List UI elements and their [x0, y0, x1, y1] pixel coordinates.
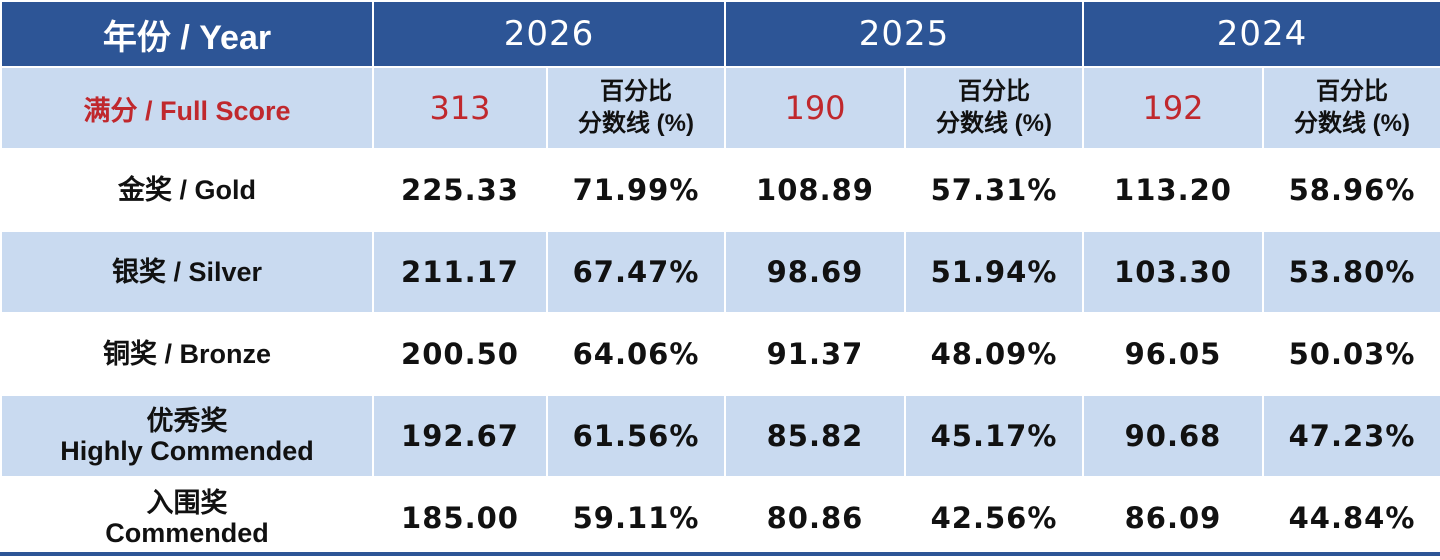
year-corner-label: 年份 / Year [0, 0, 374, 68]
award-label: 金奖 / Gold [0, 148, 374, 232]
percent-cell: 44.84% [1262, 476, 1440, 560]
pct-header-line1: 百分比 [1316, 78, 1388, 105]
pct-header-line2: 分数线 (%) [578, 110, 694, 137]
header-row: 年份 / Year 2026 2025 2024 [0, 0, 1440, 68]
award-label: 入围奖 Commended [0, 476, 374, 560]
award-label: 铜奖 / Bronze [0, 312, 374, 396]
score-cell: 103.30 [1082, 230, 1264, 314]
score-cell: 225.33 [372, 148, 548, 232]
percent-cell: 57.31% [904, 148, 1084, 232]
score-cell: 185.00 [372, 476, 548, 560]
percent-cell: 47.23% [1262, 394, 1440, 478]
score-cell: 96.05 [1082, 312, 1264, 396]
percent-cell: 48.09% [904, 312, 1084, 396]
award-row-gold: 金奖 / Gold 225.33 71.99% 108.89 57.31% 11… [0, 148, 1440, 232]
award-row-bronze: 铜奖 / Bronze 200.50 64.06% 91.37 48.09% 9… [0, 312, 1440, 396]
award-label-line1: 优秀奖 [146, 406, 228, 436]
award-label: 优秀奖 Highly Commended [0, 394, 374, 478]
percent-cell: 58.96% [1262, 148, 1440, 232]
award-label: 银奖 / Silver [0, 230, 374, 314]
full-score-2026: 313 [372, 66, 548, 150]
percent-cell: 71.99% [546, 148, 726, 232]
score-cell: 91.37 [724, 312, 906, 396]
pct-header-2026: 百分比 分数线 (%) [546, 66, 726, 150]
percent-cell: 64.06% [546, 312, 726, 396]
full-score-label: 满分 / Full Score [0, 66, 374, 150]
percent-cell: 67.47% [546, 230, 726, 314]
year-2024-header: 2024 [1082, 0, 1440, 68]
full-score-row: 满分 / Full Score 313 百分比 分数线 (%) 190 百分比 … [0, 66, 1440, 150]
percent-cell: 50.03% [1262, 312, 1440, 396]
score-cell: 86.09 [1082, 476, 1264, 560]
score-cell: 200.50 [372, 312, 548, 396]
award-row-commended: 入围奖 Commended 185.00 59.11% 80.86 42.56%… [0, 476, 1440, 560]
percent-cell: 45.17% [904, 394, 1084, 478]
pct-header-line1: 百分比 [600, 78, 672, 105]
pct-header-2024: 百分比 分数线 (%) [1262, 66, 1440, 150]
score-cell: 113.20 [1082, 148, 1264, 232]
score-cell: 192.67 [372, 394, 548, 478]
score-cell: 211.17 [372, 230, 548, 314]
award-label-line1: 铜奖 / Bronze [102, 339, 271, 369]
pct-header-line2: 分数线 (%) [936, 110, 1052, 137]
bottom-rule [0, 552, 1440, 556]
award-row-silver: 银奖 / Silver 211.17 67.47% 98.69 51.94% 1… [0, 230, 1440, 314]
full-score-2025: 190 [724, 66, 906, 150]
award-label-line2: Commended [105, 518, 269, 548]
pct-header-line2: 分数线 (%) [1294, 110, 1410, 137]
year-2026-header: 2026 [372, 0, 726, 68]
pct-header-2025: 百分比 分数线 (%) [904, 66, 1084, 150]
score-cell: 85.82 [724, 394, 906, 478]
percent-cell: 51.94% [904, 230, 1084, 314]
score-cell: 98.69 [724, 230, 906, 314]
award-label-line1: 银奖 / Silver [111, 257, 263, 287]
pct-header-line1: 百分比 [958, 78, 1030, 105]
award-label-line2: Highly Commended [60, 436, 314, 466]
score-cell: 108.89 [724, 148, 906, 232]
percent-cell: 61.56% [546, 394, 726, 478]
award-label-line1: 入围奖 [146, 488, 228, 518]
percent-cell: 42.56% [904, 476, 1084, 560]
percent-cell: 53.80% [1262, 230, 1440, 314]
score-cell: 80.86 [724, 476, 906, 560]
full-score-2024: 192 [1082, 66, 1264, 150]
year-2025-header: 2025 [724, 0, 1084, 68]
percent-cell: 59.11% [546, 476, 726, 560]
award-label-line1: 金奖 / Gold [118, 175, 256, 205]
score-cell: 90.68 [1082, 394, 1264, 478]
award-row-highly-commended: 优秀奖 Highly Commended 192.67 61.56% 85.82… [0, 394, 1440, 478]
